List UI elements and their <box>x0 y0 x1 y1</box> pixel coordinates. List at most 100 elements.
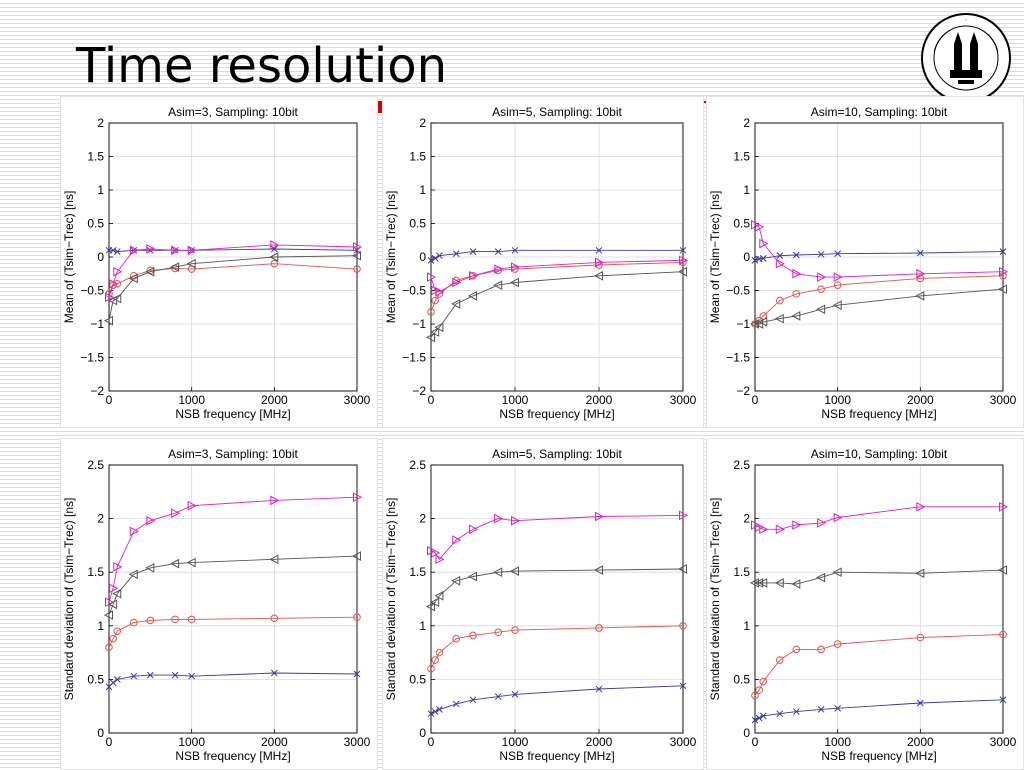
data-point-black <box>467 291 477 301</box>
chart-mean-asim3: 0 1000 2000 3000 −2 −1.5 −1 −0.5 0 0.5 1 1.5 2 Asim=3… <box>62 105 371 421</box>
data-point-magenta <box>759 238 769 249</box>
data-point-magenta <box>916 268 926 279</box>
data-point-blue <box>759 254 767 262</box>
y-tick-label: −1 <box>736 317 750 331</box>
series-line-black <box>755 288 1004 325</box>
data-point-blue <box>431 254 439 262</box>
data-point-black <box>758 578 768 588</box>
series-line-magenta <box>108 496 358 603</box>
data-point-blue <box>817 250 825 258</box>
slide-accent-line <box>700 101 708 103</box>
data-point-magenta <box>129 245 139 256</box>
x-tick-label: 0 <box>106 393 113 407</box>
data-point-magenta <box>105 292 115 303</box>
x-tick-label: 2000 <box>586 735 613 749</box>
data-point-red <box>817 645 825 654</box>
y-tick-label: 1 <box>97 183 104 197</box>
data-point-blue <box>171 671 179 679</box>
x-axis-label: NSB frequency [MHz] <box>499 407 614 421</box>
chart-std-asim3: 0 1000 2000 3000 0 0.5 1 1.5 2 2.5 Asim=3, Samplin… <box>62 447 371 763</box>
y-tick-label: 1 <box>419 619 426 633</box>
x-tick-label: 1000 <box>824 393 851 407</box>
data-point-red <box>999 630 1007 639</box>
chart-title: Asim=10, Sampling: 10bit <box>811 447 948 461</box>
data-point-blue <box>494 693 502 700</box>
y-tick-label: 2.5 <box>409 458 426 472</box>
data-point-magenta <box>452 277 462 288</box>
series-line-magenta <box>754 224 1004 278</box>
data-point-magenta <box>792 520 802 530</box>
chart-title: Asim=5, Sampling: 10bit <box>492 105 622 119</box>
data-point-blue <box>916 249 924 257</box>
chart-title: Asim=5, Sampling: 10bit <box>492 447 622 461</box>
data-point-blue <box>427 256 435 264</box>
data-point-red <box>511 626 519 634</box>
data-point-blue <box>679 682 687 690</box>
data-point-black <box>351 250 361 261</box>
series-line-red <box>754 275 1004 325</box>
data-point-magenta <box>171 508 181 519</box>
chart-panel-mean-asim3: 0 1000 2000 3000 −2 −1.5 −1 −0.5 0 0.5 1 1.5 2 Asim=3… <box>60 96 378 428</box>
series-line-black <box>755 569 1004 585</box>
y-tick-label: −0.5 <box>726 284 750 298</box>
data-point-red <box>427 308 435 316</box>
x-tick-label: 1000 <box>824 735 851 749</box>
data-point-red <box>113 280 122 288</box>
data-point-blue <box>511 246 519 254</box>
data-point-black <box>434 590 444 601</box>
x-tick-label: 3000 <box>670 393 697 407</box>
y-tick-label: −1 <box>412 317 426 331</box>
data-point-black <box>774 578 784 588</box>
y-tick-label: 2 <box>743 512 750 526</box>
y-tick-label: 0 <box>97 250 104 264</box>
data-point-black <box>493 280 503 290</box>
data-point-magenta <box>270 495 280 506</box>
series-line-black <box>108 255 358 321</box>
y-tick-label: 1 <box>97 619 104 633</box>
data-point-magenta <box>916 501 926 512</box>
y-tick-label: 1.5 <box>733 150 750 164</box>
data-point-magenta <box>775 524 785 535</box>
data-point-blue <box>353 670 361 678</box>
y-axis-label: Mean of (Tsim−Trec) [ns] <box>384 191 398 324</box>
data-point-black <box>103 315 113 326</box>
data-point-red <box>792 290 801 298</box>
y-axis-label: Mean of (Tsim−Trec) [ns] <box>708 191 722 324</box>
data-point-magenta <box>109 278 119 289</box>
y-tick-label: 1.5 <box>733 565 750 579</box>
data-point-blue <box>427 710 435 718</box>
data-point-magenta <box>469 524 479 535</box>
data-point-blue <box>270 669 278 677</box>
data-point-black <box>509 277 519 288</box>
slide-accent-mark <box>377 101 382 113</box>
data-point-black <box>467 571 477 582</box>
y-tick-label: −0.5 <box>402 284 426 298</box>
data-point-blue <box>469 696 477 704</box>
x-tick-label: 0 <box>106 735 113 749</box>
data-point-black <box>425 332 435 343</box>
data-point-blue <box>436 252 443 260</box>
series-line-magenta <box>754 506 1003 530</box>
x-tick-label: 0 <box>752 393 759 407</box>
data-point-black <box>816 304 826 315</box>
data-point-black <box>186 557 196 568</box>
data-point-red <box>817 285 825 293</box>
data-point-black <box>791 579 801 589</box>
data-point-blue <box>999 248 1007 255</box>
data-point-blue <box>751 716 759 724</box>
svg-text:·: · <box>965 16 967 24</box>
y-tick-label: 2.5 <box>733 458 750 472</box>
y-tick-label: 2 <box>419 512 426 526</box>
x-axis-label: NSB frequency [MHz] <box>175 749 290 763</box>
series-line-black <box>430 271 684 338</box>
data-point-black <box>145 563 155 573</box>
x-tick-label: 0 <box>428 393 435 407</box>
data-point-red <box>494 628 502 637</box>
data-point-black <box>145 266 155 277</box>
data-point-magenta <box>817 272 827 282</box>
data-point-black <box>128 569 138 580</box>
x-tick-label: 2000 <box>261 735 288 749</box>
data-point-magenta <box>353 492 363 502</box>
y-tick-label: −1.5 <box>726 351 750 365</box>
plot-frame <box>430 464 684 734</box>
